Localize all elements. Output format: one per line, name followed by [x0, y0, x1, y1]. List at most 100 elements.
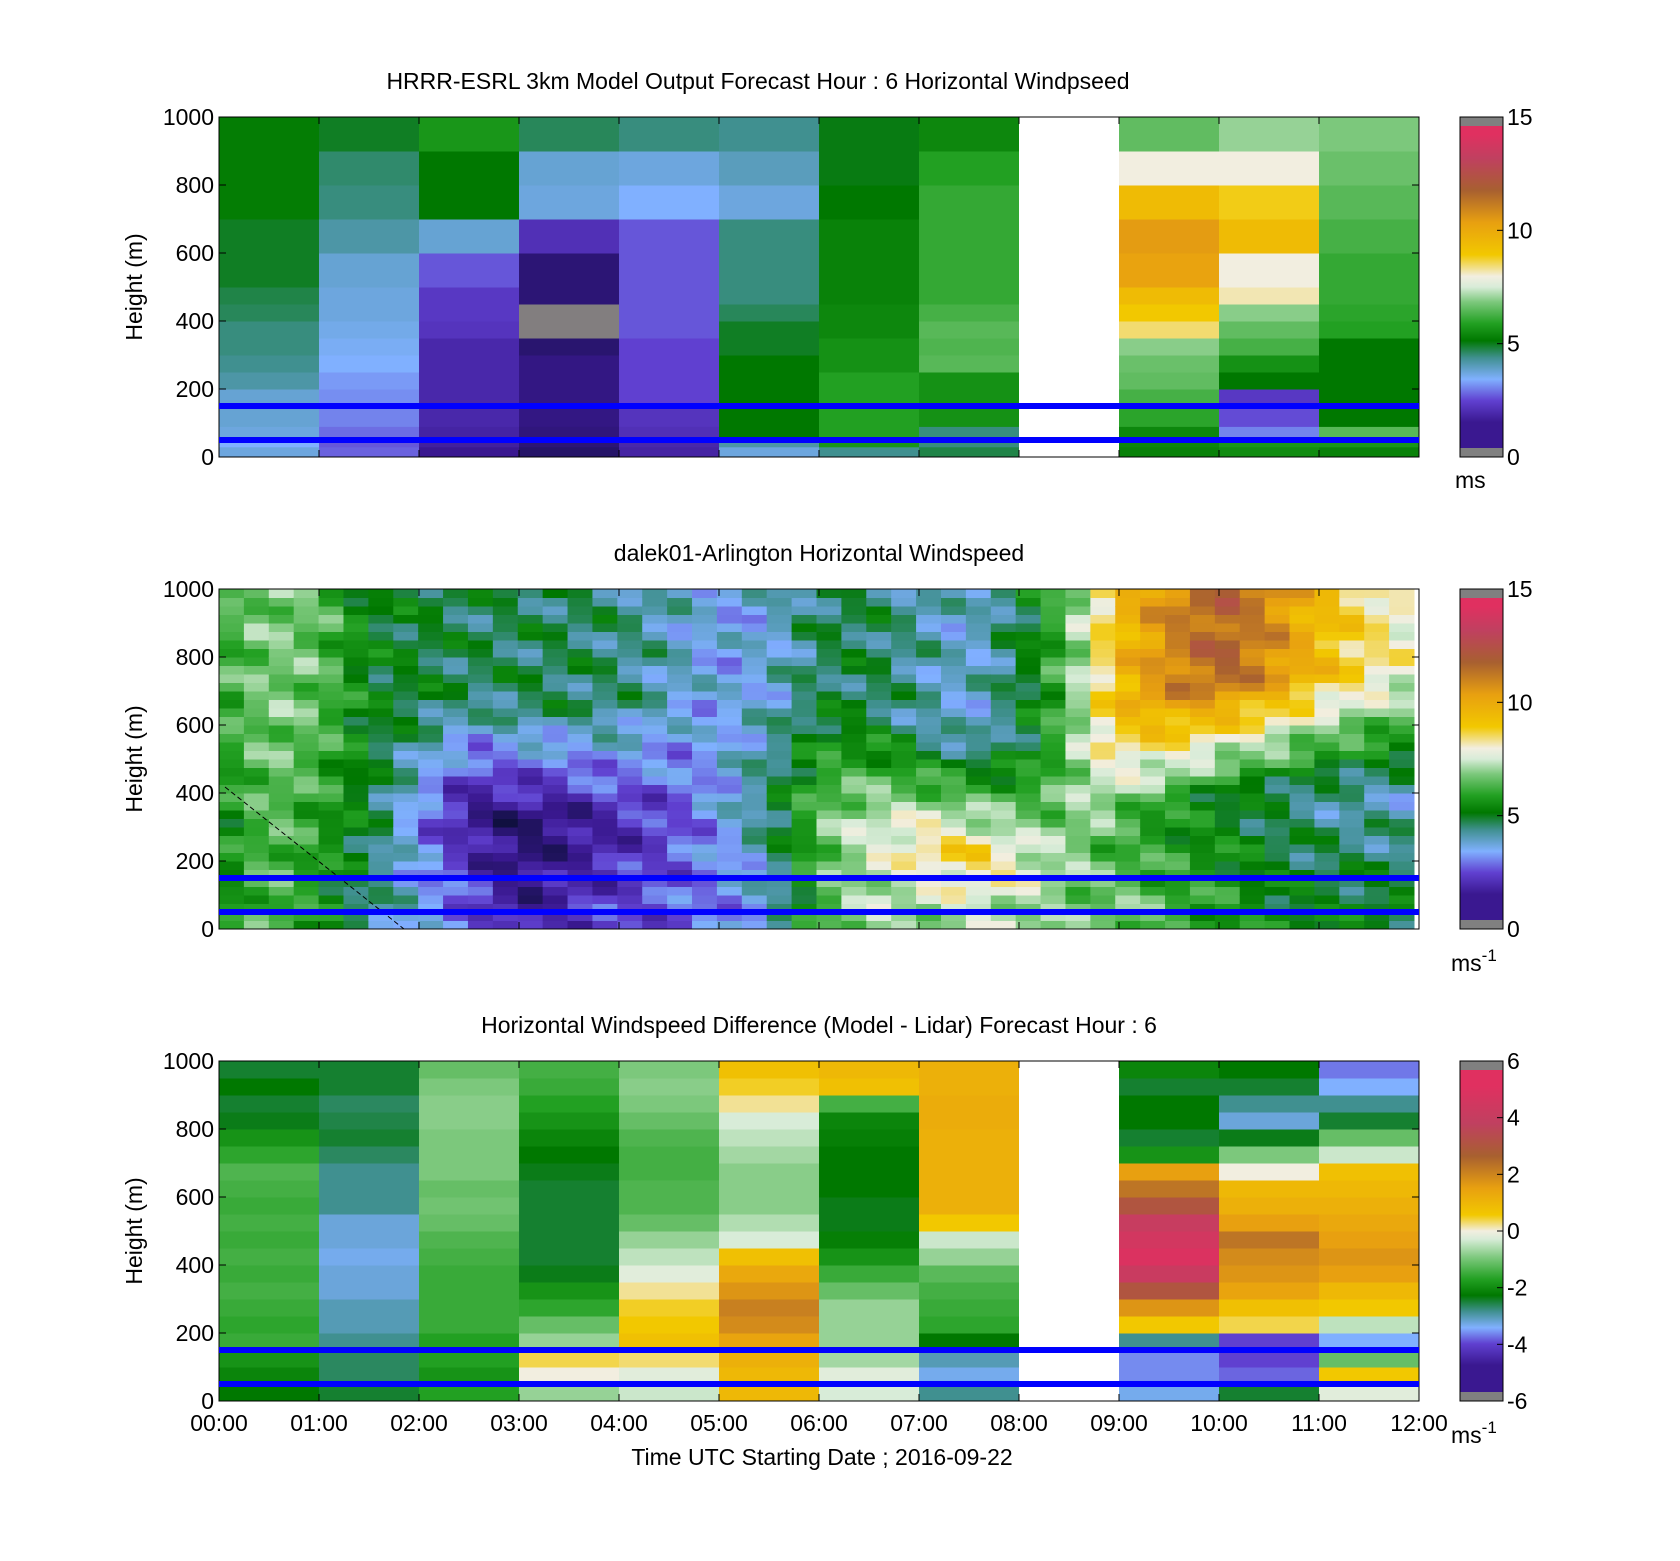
heatmap-cell [268, 784, 295, 794]
heatmap-cell [819, 304, 920, 322]
heatmap-cell [219, 801, 245, 811]
heatmap-cell [1065, 767, 1091, 777]
heatmap-cell [1364, 606, 1390, 615]
heatmap-cell [293, 597, 320, 607]
heatmap-cell [766, 614, 793, 624]
heatmap-cell [1314, 912, 1340, 921]
heatmap-cell [318, 903, 344, 913]
heatmap-cell [293, 759, 320, 768]
heatmap-cell [419, 338, 520, 356]
heatmap-cell [1015, 665, 1042, 675]
heatmap-cell [891, 733, 917, 743]
heatmap-cell [542, 861, 569, 870]
heatmap-cell [741, 903, 768, 913]
heatmap-cell [940, 614, 967, 624]
heatmap-cell [1019, 1367, 1120, 1385]
heatmap-cell [343, 597, 369, 607]
heatmap-cell [1239, 844, 1266, 853]
heatmap-cell [940, 682, 967, 692]
heatmap-cell [443, 818, 469, 828]
heatmap-cell [841, 827, 867, 836]
heatmap-cell [293, 682, 320, 692]
heatmap-cell [268, 912, 295, 921]
colorbar-gradient [1460, 1070, 1503, 1392]
heatmap-cell [1165, 682, 1191, 692]
heatmap-cell [519, 1180, 620, 1198]
heatmap-cell [1289, 801, 1315, 811]
heatmap-cell [1065, 886, 1091, 896]
heatmap-cell [467, 852, 494, 862]
heatmap-cell [219, 1333, 320, 1351]
heatmap-cell [841, 674, 867, 683]
heatmap-cell [1264, 784, 1291, 794]
heatmap-cell [519, 1282, 620, 1300]
heatmap-cell [343, 614, 369, 624]
heatmap-cell [1140, 827, 1166, 836]
heatmap-cell [219, 321, 320, 339]
heatmap-cell [841, 606, 867, 615]
heatmap-cell [1339, 912, 1365, 921]
heatmap-cell [1065, 878, 1091, 887]
heatmap-cell [1019, 1384, 1120, 1402]
heatmap-cell [492, 835, 519, 845]
heatmap-cell [1264, 733, 1291, 743]
heatmap-cell [293, 801, 320, 811]
heatmap-cell [467, 623, 494, 632]
heatmap-cell [919, 1078, 1020, 1096]
heatmap-cell [1389, 903, 1415, 913]
heatmap-cell [1364, 852, 1390, 862]
heatmap-cell [1115, 861, 1141, 870]
heatmap-cell [990, 606, 1017, 615]
heatmap-cell [919, 321, 1020, 339]
heatmap-cell [467, 733, 494, 743]
heatmap-cell [318, 597, 344, 607]
heatmap-cell [617, 903, 643, 913]
heatmap-cell [1165, 852, 1191, 862]
heatmap-cell [619, 287, 720, 305]
x-tick-label: 11:00 [1291, 1410, 1347, 1436]
heatmap-cell [619, 406, 720, 427]
heatmap-cell [542, 793, 569, 802]
heatmap-cell [692, 614, 718, 624]
heatmap-cell [343, 878, 369, 887]
heatmap-cell [1140, 903, 1166, 913]
heatmap-cell [492, 606, 519, 615]
heatmap-cell [766, 767, 793, 777]
heatmap-cell [940, 750, 967, 760]
heatmap-cell [841, 631, 867, 641]
difference-title: Horizontal Windspeed Difference (Model -… [481, 1012, 1157, 1038]
heatmap-cell [318, 725, 344, 734]
heatmap-cell [1319, 389, 1420, 407]
heatmap-cell [1264, 631, 1291, 641]
colorbar-tick-label: 2 [1507, 1161, 1520, 1187]
heatmap-cell [219, 338, 320, 356]
heatmap-cell [419, 1231, 520, 1249]
heatmap-cell [619, 1197, 720, 1215]
difference-colorbar-unit: ms-1 [1451, 1418, 1497, 1448]
heatmap-cell [319, 1333, 420, 1351]
heatmap-cell [268, 818, 295, 828]
heatmap-cell [393, 827, 419, 836]
heatmap-cell [1239, 657, 1266, 666]
heatmap-cell [1289, 895, 1315, 904]
heatmap-cell [318, 750, 344, 760]
heatmap-cell [1040, 623, 1066, 632]
heatmap-cell [542, 733, 569, 743]
heatmap-cell [1090, 861, 1116, 870]
heatmap-cell [891, 750, 917, 760]
heatmap-cell [617, 674, 643, 683]
heatmap-cell [542, 742, 569, 751]
heatmap-cell [293, 869, 320, 879]
heatmap-cell [219, 818, 245, 828]
heatmap-cell [1319, 185, 1420, 220]
heatmap-cell [819, 1112, 920, 1130]
heatmap-cell [1119, 1078, 1220, 1096]
heatmap-cell [791, 827, 817, 836]
heatmap-cell [1214, 827, 1241, 836]
heatmap-cell [716, 784, 743, 794]
heatmap-cell [791, 691, 817, 700]
heatmap-cell [592, 716, 618, 726]
heatmap-cell [667, 699, 693, 709]
